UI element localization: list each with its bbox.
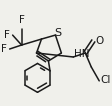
Text: F: F — [4, 30, 10, 40]
Text: S: S — [54, 28, 61, 38]
Text: F: F — [1, 44, 7, 54]
Text: HN: HN — [73, 50, 89, 59]
Text: Cl: Cl — [100, 75, 110, 85]
Text: F: F — [18, 15, 24, 25]
Text: O: O — [94, 36, 103, 46]
